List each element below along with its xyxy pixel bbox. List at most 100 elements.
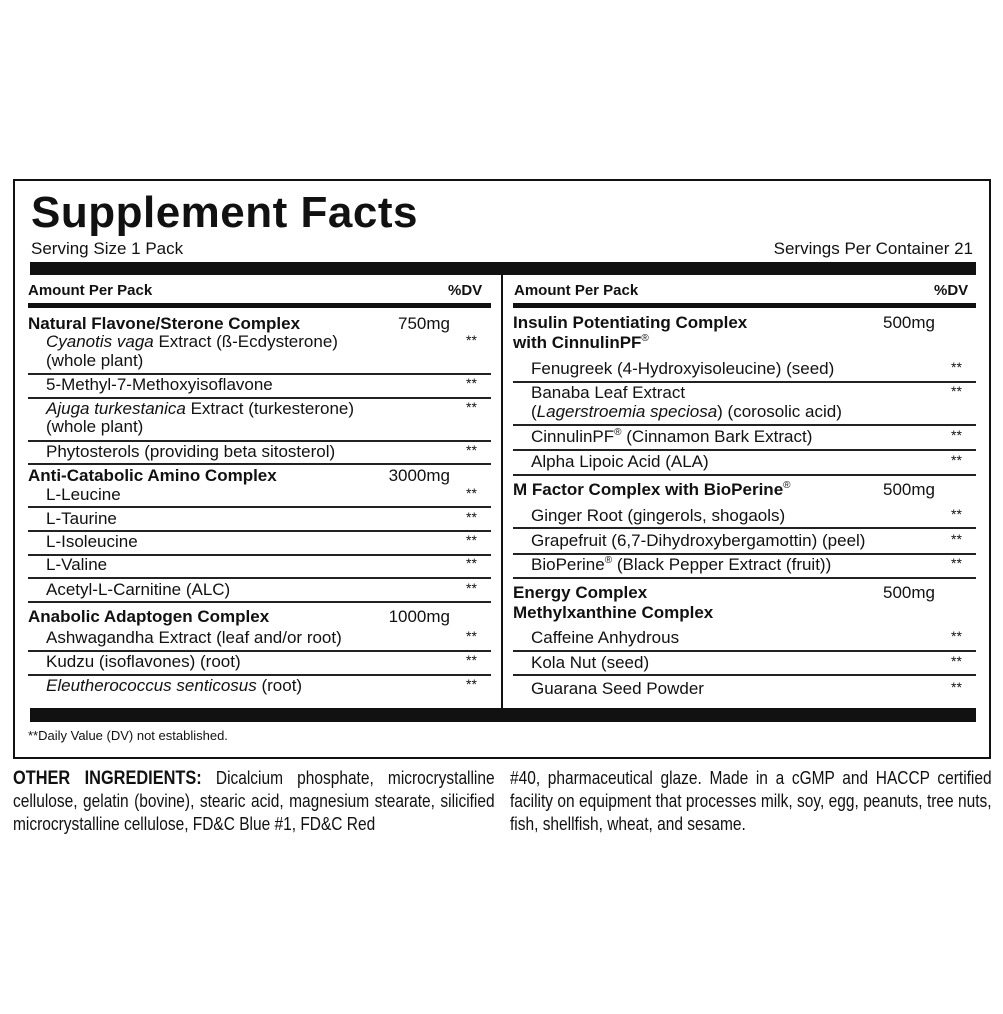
right-dv-header: %DV — [934, 282, 969, 299]
text-segment: Cyanotis vaga — [46, 332, 154, 351]
daily-value: ** — [466, 628, 477, 644]
text-segment: ( — [531, 402, 537, 421]
row-divider — [513, 553, 976, 555]
ingredient-name: Caffeine Anhydrous — [531, 628, 679, 648]
text-segment: Fenugreek (4-Hydroxyisoleucine) (seed) — [531, 359, 835, 378]
text-segment: Lagerstroemia speciosa — [536, 402, 718, 421]
daily-value: ** — [466, 652, 477, 668]
daily-value: ** — [466, 399, 477, 415]
row-divider — [28, 373, 491, 375]
ingredient-name: Ajuga turkestanica Extract (turkesterone… — [46, 399, 354, 419]
group-name: Energy Complex — [513, 583, 647, 603]
ingredient-name: CinnulinPF® (Cinnamon Bark Extract) — [531, 427, 812, 447]
text-segment: Ajuga turkestanica — [46, 399, 186, 418]
ingredient-name: Kola Nut (seed) — [531, 653, 649, 673]
daily-value: ** — [951, 506, 962, 522]
ingredient-name: (Lagerstroemia speciosa) (corosolic acid… — [531, 402, 842, 422]
text-segment: BioPerine — [531, 555, 605, 574]
ingredient-name: (whole plant) — [46, 351, 143, 371]
thick-divider-top — [30, 262, 976, 275]
right-amount-header: Amount Per Pack — [514, 282, 639, 299]
group-name: Insulin Potentiating Complex — [513, 313, 747, 333]
row-divider — [28, 577, 491, 579]
text-segment: Methylxanthine Complex — [513, 603, 714, 622]
servings-per-container: Servings Per Container 21 — [773, 239, 973, 258]
group-amount: 500mg — [883, 313, 935, 332]
daily-value: ** — [466, 580, 477, 596]
group-name: with CinnulinPF® — [513, 333, 649, 353]
ingredient-name: L-Taurine — [46, 509, 117, 529]
left-dv-header: %DV — [448, 282, 483, 299]
text-segment: Kudzu (isoflavones) (root) — [46, 652, 241, 671]
ingredient-name: (whole plant) — [46, 417, 143, 437]
daily-value: ** — [466, 375, 477, 391]
text-segment: Grapefruit (6,7-Dihydroxybergamottin) (p… — [531, 531, 866, 550]
daily-value: ** — [466, 555, 477, 571]
row-divider — [28, 554, 491, 556]
text-segment: Ginger Root (gingerols, shogaols) — [531, 506, 786, 525]
ingredient-name: L-Isoleucine — [46, 532, 138, 552]
daily-value: ** — [951, 452, 962, 468]
row-divider — [28, 506, 491, 508]
group-name: Anabolic Adaptogen Complex — [28, 607, 269, 627]
registered-mark: ® — [614, 427, 622, 438]
daily-value: ** — [466, 509, 477, 525]
registered-mark: ® — [604, 555, 613, 566]
text-segment: Eleutherococcus senticosus — [46, 676, 257, 695]
text-segment: Acetyl-L-Carnitine (ALC) — [46, 580, 231, 599]
other-ingredients-text-1: Dicalcium phosphate, microcrystalline ce… — [13, 768, 495, 834]
daily-value: ** — [951, 359, 962, 375]
ingredient-name: Fenugreek (4-Hydroxyisoleucine) (seed) — [531, 359, 834, 379]
left-header-bar — [28, 303, 491, 308]
text-segment: (whole plant) — [46, 417, 144, 436]
ingredient-name: L-Leucine — [46, 485, 121, 505]
row-divider — [513, 449, 976, 451]
row-divider — [28, 440, 491, 442]
ingredient-name: Acetyl-L-Carnitine (ALC) — [46, 580, 230, 600]
group-name: Natural Flavone/Sterone Complex — [28, 314, 300, 334]
text-segment: Natural Flavone/Sterone Complex — [28, 314, 301, 333]
daily-value: ** — [951, 427, 962, 443]
text-segment: Insulin Potentiating Complex — [513, 313, 748, 332]
ingredient-name: Kudzu (isoflavones) (root) — [46, 652, 241, 672]
right-header-bar — [513, 303, 976, 308]
row-divider — [28, 463, 491, 465]
ingredient-name: Phytosterols (providing beta sitosterol) — [46, 442, 335, 462]
ingredient-name: L-Valine — [46, 555, 107, 575]
ingredient-name: Ginger Root (gingerols, shogaols) — [531, 506, 785, 526]
text-segment: Kola Nut (seed) — [531, 653, 650, 672]
row-divider — [28, 397, 491, 399]
text-segment: (root) — [256, 676, 303, 695]
daily-value: ** — [951, 653, 962, 669]
text-segment: Extract (turkesterone) — [185, 399, 355, 418]
text-segment: Caffeine Anhydrous — [531, 628, 680, 647]
row-divider — [513, 650, 976, 652]
ingredient-name: 5-Methyl-7-Methoxyisoflavone — [46, 375, 273, 395]
text-segment: with CinnulinPF — [513, 333, 642, 352]
text-segment: Ashwagandha Extract (leaf and/or root) — [46, 628, 342, 647]
facts-panel-border — [13, 179, 991, 759]
daily-value: ** — [951, 383, 962, 399]
row-divider — [28, 530, 491, 532]
row-divider — [28, 674, 491, 676]
row-divider — [513, 474, 976, 476]
daily-value: ** — [466, 442, 477, 458]
text-segment: Anti-Catabolic Amino Complex — [28, 466, 277, 485]
row-divider — [513, 527, 976, 529]
ingredient-name: Alpha Lipoic Acid (ALA) — [531, 452, 709, 472]
ingredient-name: Guarana Seed Powder — [531, 679, 704, 699]
daily-value: ** — [466, 485, 477, 501]
other-ingredients-col2: #40, pharmaceutical glaze. Made in a cGM… — [510, 768, 992, 834]
group-name: Methylxanthine Complex — [513, 603, 713, 623]
group-amount: 750mg — [398, 314, 450, 333]
text-segment: 5-Methyl-7-Methoxyisoflavone — [46, 375, 273, 394]
group-amount: 3000mg — [388, 466, 450, 485]
ingredient-name: Ashwagandha Extract (leaf and/or root) — [46, 628, 342, 648]
ingredient-name: Grapefruit (6,7-Dihydroxybergamottin) (p… — [531, 531, 865, 551]
left-amount-header: Amount Per Pack — [28, 282, 153, 299]
text-segment: M Factor Complex with BioPerine — [513, 480, 784, 499]
ingredient-name: Eleutherococcus senticosus (root) — [46, 676, 302, 696]
registered-mark: ® — [641, 333, 649, 344]
daily-value: ** — [951, 555, 962, 571]
row-divider — [28, 650, 491, 652]
